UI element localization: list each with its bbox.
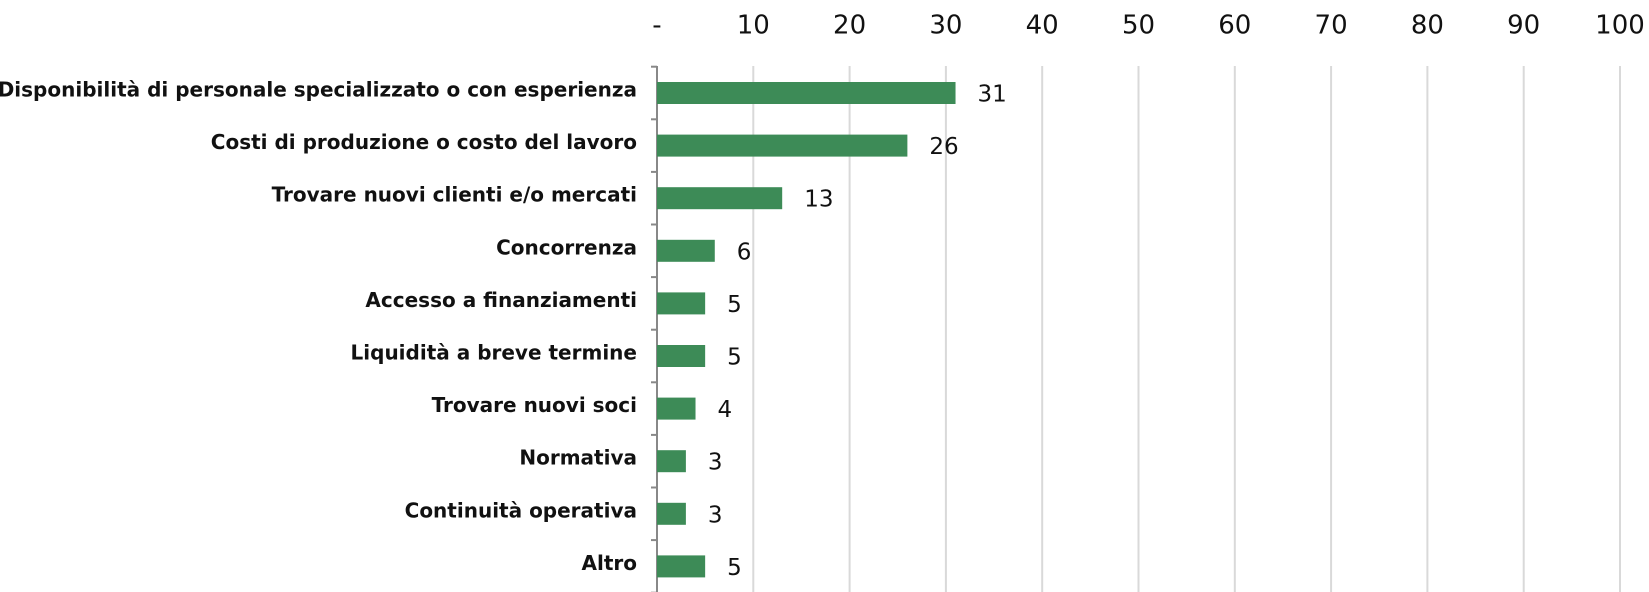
x-tick-label: 90 [1507,11,1540,41]
x-tick-label: 10 [737,11,770,41]
x-tick-label: 80 [1411,11,1444,41]
x-tick-label: 100 [1595,11,1645,41]
x-tick-label: 40 [1026,11,1059,41]
bar [657,292,706,315]
data-label: 26 [929,134,958,160]
bar [657,134,908,157]
data-label: 3 [708,502,723,528]
y-tick-label: Costi di produzione o costo del lavoro [211,130,637,154]
data-label: 3 [708,450,723,476]
bar [657,345,706,367]
bar [657,555,706,578]
y-tick-label: Trovare nuovi soci [432,393,637,417]
data-label: 31 [978,82,1007,108]
x-tick-label: 70 [1315,11,1348,41]
bar [657,239,715,262]
y-tick-label: Normativa [519,446,637,470]
bar [657,397,696,420]
y-tick-label: Trovare nuovi clienti e/o mercati [272,183,637,207]
y-tick-label: Accesso a finanziamenti [365,288,637,312]
data-label: 6 [737,239,752,265]
data-label: 5 [727,345,742,371]
x-tick-label: 50 [1122,11,1155,41]
data-label: 13 [804,187,833,213]
y-tick-label: Disponibilità di personale specializzato… [0,78,637,102]
bar [657,82,956,104]
data-label: 4 [718,397,733,423]
data-label: 5 [727,292,742,318]
y-tick-label: Concorrenza [496,235,637,259]
x-tick-label: 60 [1218,11,1251,41]
y-tick-label: Liquidità a breve termine [351,341,637,365]
bar [657,187,783,210]
bar [657,450,686,473]
data-label: 5 [727,555,742,581]
x-tick-label: - [652,11,661,41]
y-tick-label: Continuità operativa [405,498,637,522]
y-tick-label: Altro [582,551,638,575]
x-tick-label: 30 [929,11,962,41]
bar [657,502,686,525]
x-tick-label: 20 [833,11,866,41]
